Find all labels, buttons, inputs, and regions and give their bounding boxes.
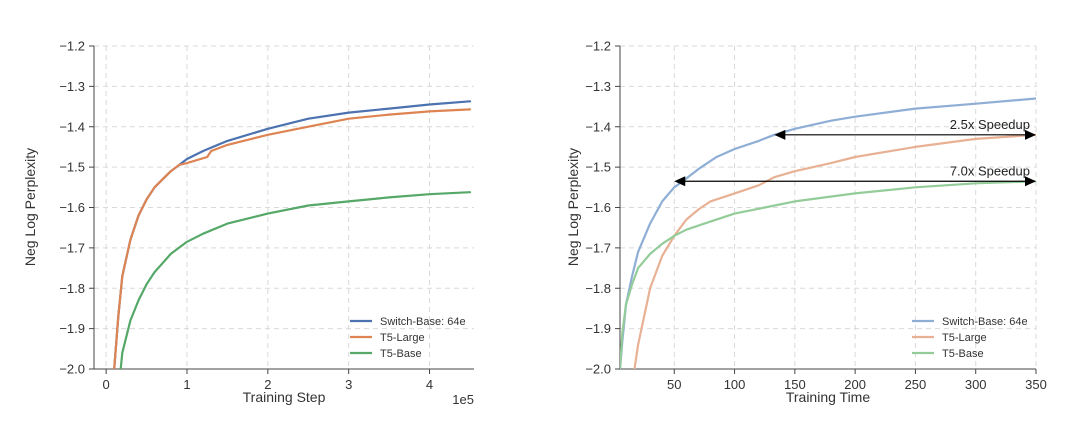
y-tick-label: −1.3 xyxy=(59,79,85,94)
x-tick-label: 200 xyxy=(844,377,866,392)
y-axis-label: Neg Log Perplexity xyxy=(565,148,581,266)
series-line xyxy=(633,133,1036,369)
x-offset-label: 1e5 xyxy=(452,392,474,407)
legend-label: T5-Base xyxy=(380,348,422,360)
legend-label: T5-Large xyxy=(380,332,425,344)
series-line xyxy=(620,180,1036,369)
speedup-label: 2.5x Speedup xyxy=(950,117,1030,132)
x-tick-label: 300 xyxy=(965,377,987,392)
y-tick-label: −1.8 xyxy=(59,281,85,296)
x-tick-label: 150 xyxy=(784,377,806,392)
y-tick-label: −1.2 xyxy=(59,39,85,54)
chart-training-time: Training Time Neg Log Perplexity −2.0 −1.… xyxy=(565,39,1047,406)
series-group xyxy=(620,97,1036,369)
y-tick-label: −1.4 xyxy=(59,119,85,134)
x-tick-label: 100 xyxy=(724,377,746,392)
x-tick-label: 3 xyxy=(345,377,352,392)
x-tick-label: 1 xyxy=(183,377,190,392)
x-axis-label: Training Time xyxy=(786,389,871,405)
grid xyxy=(94,45,474,369)
series-group xyxy=(113,100,472,369)
x-axis-label: Training Step xyxy=(243,389,326,405)
x-tick-label: 350 xyxy=(1025,377,1047,392)
y-tick-label: −1.2 xyxy=(585,39,611,54)
series-line xyxy=(620,97,1036,369)
y-tick-label: −2.0 xyxy=(59,362,85,377)
legend: Switch-Base: 64e T5-Large T5-Base xyxy=(350,316,466,360)
y-tick-label: −1.5 xyxy=(59,160,85,175)
y-tick-label: −1.3 xyxy=(585,79,611,94)
speedup-label: 7.0x Speedup xyxy=(950,163,1030,178)
x-tick-label: 4 xyxy=(426,377,433,392)
y-tick-label: −1.8 xyxy=(585,281,611,296)
legend: Switch-Base: 64e T5-Large T5-Base xyxy=(912,316,1028,360)
y-tick-label: −1.5 xyxy=(585,160,611,175)
x-tick-label: 50 xyxy=(667,377,681,392)
legend-label: T5-Base xyxy=(942,348,984,360)
x-tick-label: 2 xyxy=(264,377,271,392)
x-tick-label: 250 xyxy=(905,377,927,392)
chart-training-step: Training Step Neg Log Perplexity 1e5 −2.… xyxy=(22,39,474,407)
legend-label: T5-Large xyxy=(942,332,987,344)
series-line xyxy=(119,191,472,369)
arrow-head-left xyxy=(774,129,786,140)
y-tick-label: −1.9 xyxy=(59,321,85,336)
arrow-head-left xyxy=(674,176,686,187)
y-tick-label: −1.6 xyxy=(585,200,611,215)
y-tick-label: −2.0 xyxy=(585,362,611,377)
y-axis-label: Neg Log Perplexity xyxy=(22,148,38,266)
arrow-head-right xyxy=(1025,176,1036,187)
grid xyxy=(620,45,1037,369)
annotations: 2.5x Speedup 7.0x Speedup xyxy=(674,117,1036,187)
y-tick-label: −1.6 xyxy=(59,200,85,215)
series-line xyxy=(113,108,472,369)
y-tick-label: −1.4 xyxy=(585,119,611,134)
legend-label: Switch-Base: 64e xyxy=(380,316,466,328)
arrow-head-right xyxy=(1025,129,1036,140)
legend-label: Switch-Base: 64e xyxy=(942,316,1028,328)
y-tick-label: −1.7 xyxy=(585,240,611,255)
x-tick-label: 0 xyxy=(103,377,110,392)
y-tick-label: −1.7 xyxy=(59,240,85,255)
y-tick-label: −1.9 xyxy=(585,321,611,336)
